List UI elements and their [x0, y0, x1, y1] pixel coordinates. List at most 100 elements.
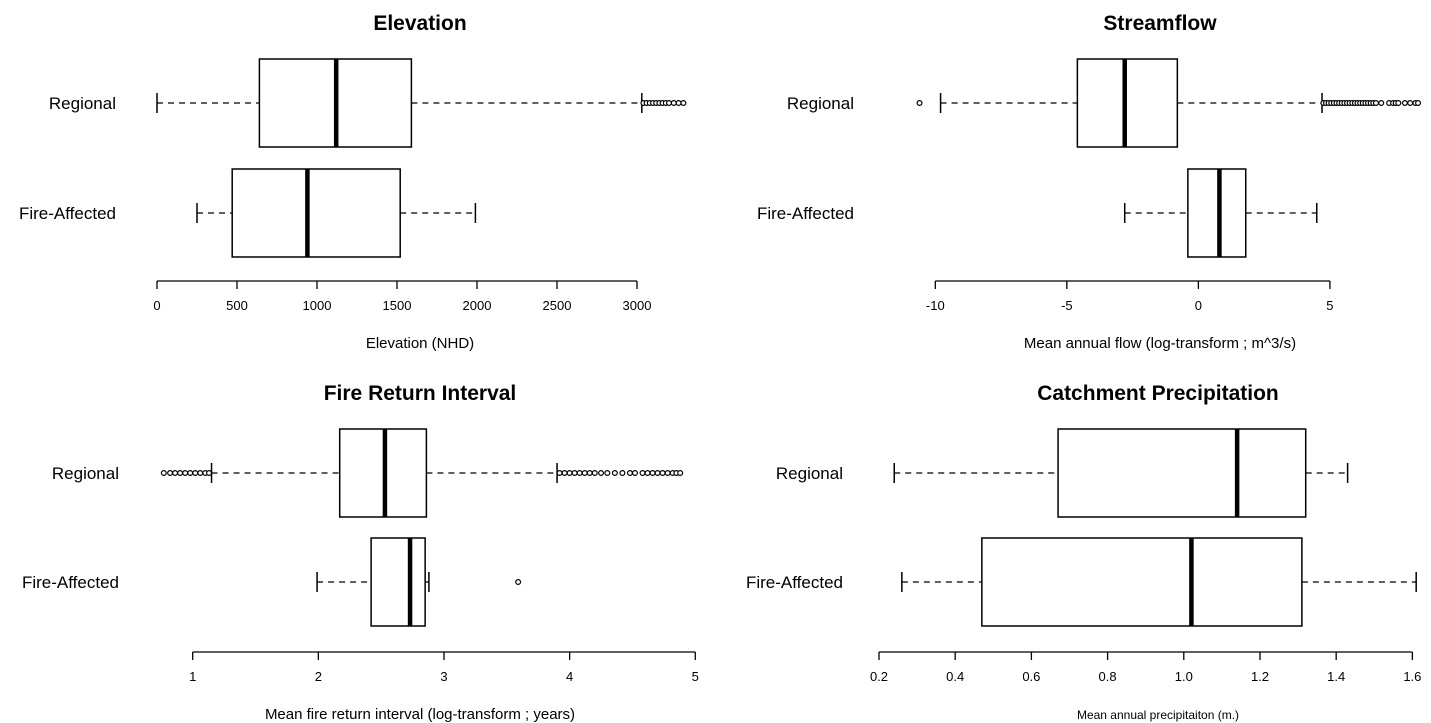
x-tick-label: 5	[1326, 298, 1333, 313]
iqr-box	[981, 537, 1303, 627]
outlier-point	[619, 470, 626, 477]
outlier-point	[1407, 99, 1414, 106]
outlier-point	[598, 470, 605, 477]
x-axis: 0.2 0.4 0.6 0.8 1.0 1.2 1.4 1.6	[870, 651, 1421, 684]
category-label: Fire-Affected	[757, 204, 854, 223]
outlier-point	[561, 470, 568, 477]
x-tick-label: 0.8	[1099, 669, 1117, 684]
x-tick-label: 2000	[463, 298, 492, 313]
x-tick-label: 2	[315, 669, 322, 684]
x-tick-label: 0.4	[946, 669, 964, 684]
outlier-point	[167, 470, 174, 477]
iqr-box	[231, 168, 401, 258]
category-label: Fire-Affected	[19, 204, 116, 223]
outlier-point	[1372, 99, 1379, 106]
category-label: Regional	[49, 94, 116, 113]
outlier-point	[177, 470, 184, 477]
x-tick-label: 4	[566, 669, 573, 684]
x-tick-label: 0	[1195, 298, 1202, 313]
outlier-point	[515, 578, 522, 585]
outlier-point	[556, 470, 563, 477]
box-fire-affected: Fire-Affected	[746, 537, 1417, 627]
x-axis-label: Elevation (NHD)	[366, 335, 474, 352]
x-axis: 1 2 3 4 5	[189, 651, 699, 684]
outlier-point	[677, 470, 684, 477]
outlier-point	[916, 99, 923, 106]
iqr-box	[1057, 428, 1307, 518]
outlier-point	[654, 470, 661, 477]
x-tick-label: 1000	[303, 298, 332, 313]
x-tick-label: 500	[226, 298, 248, 313]
box-fire-affected: Fire-Affected	[22, 537, 522, 627]
outlier-point	[1401, 99, 1408, 106]
x-tick-label: 1.6	[1403, 669, 1421, 684]
x-tick-label: 2500	[543, 298, 572, 313]
category-label: Regional	[787, 94, 854, 113]
outlier-point	[206, 470, 213, 477]
outlier-point	[675, 99, 682, 106]
box-regional: Regional	[787, 58, 1422, 148]
outlier-point	[670, 99, 677, 106]
panel-catchment-precipitation: Catchment Precipitation Regional Fire-Affe…	[746, 382, 1421, 722]
x-axis: -10 -5 0 5	[926, 280, 1334, 313]
outlier-point	[187, 470, 194, 477]
x-tick-label: 1.0	[1175, 669, 1193, 684]
x-tick-label: 1.4	[1327, 669, 1345, 684]
outlier-point	[631, 470, 638, 477]
outlier-point	[1378, 99, 1385, 106]
outlier-point	[197, 470, 204, 477]
x-axis-label: Mean annual flow (log-transform ; m^3/s)	[1024, 335, 1296, 352]
box-fire-affected: Fire-Affected	[757, 168, 1318, 258]
outlier-point	[591, 470, 598, 477]
x-tick-label: 0	[153, 298, 160, 313]
iqr-box	[1076, 58, 1179, 148]
chart-title: Streamflow	[1103, 12, 1217, 35]
box-regional: Regional	[52, 428, 684, 518]
outlier-point	[172, 470, 179, 477]
outlier-point	[680, 99, 687, 106]
outlier-point	[576, 470, 583, 477]
outlier-point	[665, 99, 672, 106]
category-label: Fire-Affected	[746, 573, 843, 592]
x-tick-label: 1500	[383, 298, 412, 313]
outlier-point	[160, 470, 167, 477]
outlier-point	[581, 470, 588, 477]
x-tick-label: -5	[1061, 298, 1073, 313]
x-tick-label: -10	[926, 298, 945, 313]
outlier-point	[611, 470, 618, 477]
box-fire-affected: Fire-Affected	[19, 168, 477, 258]
outlier-point	[604, 470, 611, 477]
x-tick-label: 1	[189, 669, 196, 684]
panel-elevation: Elevation Regional Fire-Affected 0 500 1000 15…	[19, 12, 687, 352]
x-tick-label: 5	[692, 669, 699, 684]
box-regional: Regional	[49, 58, 687, 148]
outlier-point	[1415, 99, 1422, 106]
outlier-point	[586, 470, 593, 477]
outlier-point	[192, 470, 199, 477]
x-tick-label: 0.2	[870, 669, 888, 684]
panel-streamflow: Streamflow Regional Fire-Affected -10 -5 0 5 Me…	[757, 12, 1422, 352]
x-axis: 0 500 1000 1500 2000 2500 3000	[153, 280, 652, 313]
outlier-point	[566, 470, 573, 477]
outlier-point	[659, 470, 666, 477]
x-tick-label: 3	[440, 669, 447, 684]
category-label: Fire-Affected	[22, 573, 119, 592]
outlier-point	[182, 470, 189, 477]
outlier-point	[649, 470, 656, 477]
x-tick-label: 0.6	[1022, 669, 1040, 684]
chart-title: Catchment Precipitation	[1037, 382, 1279, 405]
iqr-box	[370, 537, 426, 627]
category-label: Regional	[776, 464, 843, 483]
box-regional: Regional	[776, 428, 1349, 518]
outlier-point	[664, 470, 671, 477]
x-tick-label: 1.2	[1251, 669, 1269, 684]
chart-title: Elevation	[373, 12, 466, 35]
x-tick-label: 3000	[623, 298, 652, 313]
x-axis-label: Mean fire return interval (log-transform…	[265, 706, 575, 723]
chart-title: Fire Return Interval	[324, 382, 517, 405]
iqr-box	[1187, 168, 1247, 258]
panel-fire-return-interval: Fire Return Interval Regional Fire-Affecte…	[22, 382, 699, 723]
outlier-point	[644, 470, 651, 477]
outlier-point	[1395, 99, 1402, 106]
